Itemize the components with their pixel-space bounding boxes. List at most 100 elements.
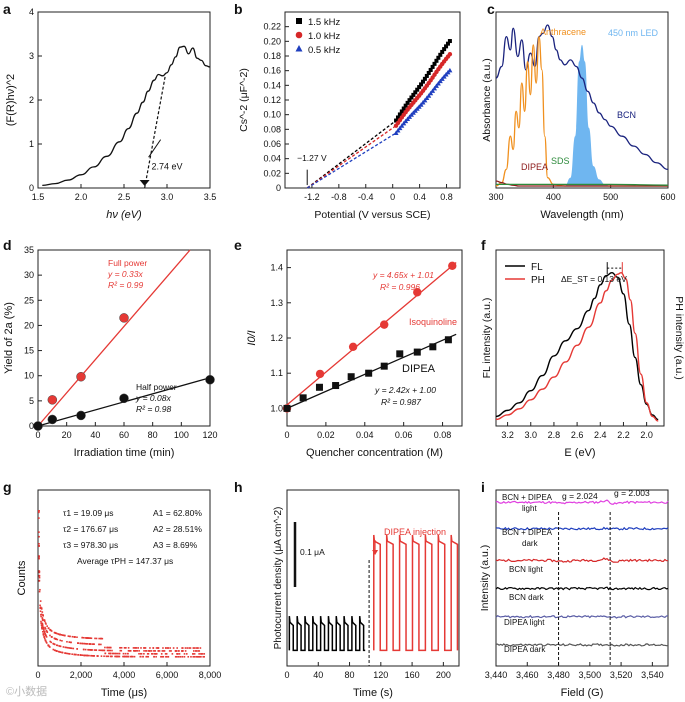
photocurrent-trace [288, 616, 366, 652]
data-point [380, 320, 389, 329]
data-point [42, 614, 44, 617]
data-point [52, 648, 55, 651]
epr-trace [495, 614, 669, 619]
x-axis-label: Wavelength (nm) [540, 209, 623, 221]
data-point [68, 647, 71, 649]
data-point [432, 85, 438, 91]
data-point [46, 631, 49, 634]
data-point [91, 649, 93, 651]
data-point [86, 643, 89, 645]
data-point [83, 654, 86, 657]
data-point [393, 130, 399, 135]
label-sds: SDS [551, 156, 570, 166]
x-tick-label: -1.2 [304, 192, 320, 202]
data-point [125, 647, 127, 649]
data-point [110, 646, 112, 649]
data-point [43, 631, 46, 633]
data-point [127, 655, 130, 658]
data-point [411, 92, 416, 97]
panel-letter: d [3, 237, 12, 253]
data-point [437, 78, 443, 84]
x-tick-label: 2.2 [617, 430, 630, 440]
data-point [147, 650, 150, 652]
x-tick-label: -0.8 [331, 192, 347, 202]
data-point [43, 636, 46, 639]
data-point [44, 622, 47, 624]
flatband-annotation: −1.27 V [297, 153, 327, 163]
data-point [55, 650, 57, 652]
y-tick-label: 4 [29, 7, 34, 17]
data-point [61, 639, 63, 642]
data-point [176, 647, 178, 649]
scale-bar-label: 0.1 μA [300, 547, 325, 557]
y-tick-label: 1.1 [270, 368, 283, 378]
data-point [98, 649, 100, 652]
data-point [71, 653, 73, 655]
data-point [63, 634, 66, 637]
x-tick-label: 3,520 [610, 670, 633, 680]
data-point [183, 655, 186, 658]
data-point [68, 653, 71, 655]
data-point [198, 653, 200, 655]
fit-r2: R² = 0.98 [136, 404, 171, 414]
data-point [119, 649, 122, 652]
data-point [41, 626, 43, 628]
x-tick-label: 2.0 [640, 430, 653, 440]
legend-marker [295, 45, 303, 52]
annotation-leader [148, 139, 162, 158]
data-point [139, 652, 142, 655]
fit-line [286, 261, 457, 406]
data-point [89, 637, 92, 639]
data-point [38, 580, 41, 582]
spectrum-line [495, 271, 659, 421]
y-axis-label: I0/I [246, 330, 258, 345]
plot-frame [495, 249, 665, 427]
x-tick-label: 3,540 [641, 670, 664, 680]
data-point [138, 652, 140, 655]
panel-f: f 3.2 3.0 2.8 2.6 2.4 2.2 2.0 FL PH ΔE_ST = 0.13 e… [481, 237, 685, 459]
panel-c: c 300 400 500 600 Anthracene 450 nm LED BCN DIPE… [481, 1, 676, 221]
data-point [158, 650, 161, 652]
data-point [45, 641, 48, 643]
trace-label: BCN dark [509, 593, 545, 602]
data-point [203, 655, 205, 658]
plot-frame [495, 489, 669, 667]
data-point [193, 653, 196, 655]
data-point [108, 646, 111, 649]
data-point [142, 655, 144, 658]
data-point [105, 655, 108, 658]
data-point [193, 655, 196, 658]
trace-label: BCN + DIPEA [502, 493, 553, 502]
data-point [58, 645, 60, 647]
data-point [103, 655, 105, 658]
x-tick-label: 2.5 [118, 192, 131, 202]
epr-trace [495, 643, 668, 647]
data-point [54, 649, 57, 652]
epr-trace [495, 557, 669, 563]
data-point [177, 650, 179, 652]
data-point [40, 615, 42, 618]
fit-amplitude: A2 = 28.51% [153, 524, 202, 534]
data-point [395, 115, 400, 120]
y-tick-label: 25 [24, 295, 34, 305]
data-point [101, 637, 104, 640]
data-point [155, 655, 157, 658]
data-point [397, 125, 403, 131]
y-axis-label: Cs^-2 (μF^-2) [238, 68, 250, 132]
data-point [63, 634, 65, 637]
data-point [40, 607, 43, 609]
x-tick-label: 2.4 [594, 430, 607, 440]
data-point [81, 636, 83, 639]
data-point [174, 650, 177, 652]
x-axis-label: E (eV) [564, 447, 595, 459]
data-point [147, 655, 150, 658]
data-point [120, 649, 123, 652]
panel-b: b -1.2 -0.8 -0.4 0 0.4 0.8 0 0.02 0.04 0.06 0.08 0.1… [234, 1, 461, 221]
data-point [161, 655, 164, 658]
data-point [41, 611, 44, 613]
data-point [64, 646, 67, 649]
data-point [150, 650, 153, 652]
data-point [51, 636, 53, 638]
data-point [172, 647, 175, 649]
x-tick-label: 120 [202, 430, 217, 440]
